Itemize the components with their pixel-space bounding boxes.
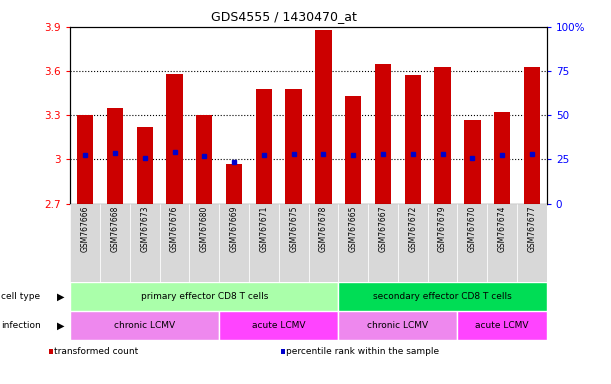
Bar [458,311,547,340]
Text: acute LCMV: acute LCMV [475,321,529,330]
Bar [345,96,362,204]
Bar [338,311,458,340]
Text: GSM767679: GSM767679 [438,206,447,252]
Bar [375,64,391,204]
Bar [458,204,488,282]
Text: GSM767667: GSM767667 [379,206,387,252]
Text: GSM767672: GSM767672 [408,206,417,252]
Bar [107,108,123,204]
Bar [159,204,189,282]
Bar [130,204,159,282]
Text: GSM767665: GSM767665 [349,206,357,252]
Bar [464,120,481,204]
Bar [219,311,338,340]
Bar [488,204,517,282]
Bar [226,164,243,204]
Text: GSM767668: GSM767668 [111,206,119,252]
Text: GSM767675: GSM767675 [289,206,298,252]
Text: primary effector CD8 T cells: primary effector CD8 T cells [141,292,268,301]
Bar [189,204,219,282]
Text: GSM767674: GSM767674 [498,206,507,252]
Text: GSM767677: GSM767677 [527,206,536,252]
Bar [100,204,130,282]
Bar [494,112,510,204]
Text: ▶: ▶ [57,291,64,302]
Bar [368,204,398,282]
Text: chronic LCMV: chronic LCMV [367,321,428,330]
Text: secondary effector CD8 T cells: secondary effector CD8 T cells [373,292,512,301]
Bar [279,204,309,282]
Text: GSM767670: GSM767670 [468,206,477,252]
Text: GSM767671: GSM767671 [260,206,268,252]
Bar [338,204,368,282]
Text: percentile rank within the sample: percentile rank within the sample [286,347,439,356]
Bar [398,204,428,282]
Text: ▶: ▶ [57,320,64,331]
Text: cell type: cell type [1,292,40,301]
Text: GSM767678: GSM767678 [319,206,328,252]
Bar [136,127,153,204]
Bar [524,67,540,204]
Bar [249,204,279,282]
Bar [434,67,451,204]
Text: GDS4555 / 1430470_at: GDS4555 / 1430470_at [211,10,357,23]
Text: acute LCMV: acute LCMV [252,321,306,330]
Bar [428,204,458,282]
Text: chronic LCMV: chronic LCMV [114,321,175,330]
Bar [196,115,213,204]
Bar [315,30,332,204]
Bar [70,311,219,340]
Text: infection: infection [1,321,41,330]
Bar [166,74,183,204]
Bar [219,204,249,282]
Text: GSM767666: GSM767666 [81,206,90,252]
Text: GSM767680: GSM767680 [200,206,209,252]
Bar [255,89,272,204]
Bar [70,282,338,311]
Bar [404,75,421,204]
Text: GSM767676: GSM767676 [170,206,179,252]
Bar [517,204,547,282]
Text: GSM767673: GSM767673 [141,206,149,252]
Text: GSM767669: GSM767669 [230,206,238,252]
Text: transformed count: transformed count [54,347,138,356]
Bar [338,282,547,311]
Bar [70,204,100,282]
Bar [77,115,93,204]
Bar [285,89,302,204]
Bar [309,204,338,282]
